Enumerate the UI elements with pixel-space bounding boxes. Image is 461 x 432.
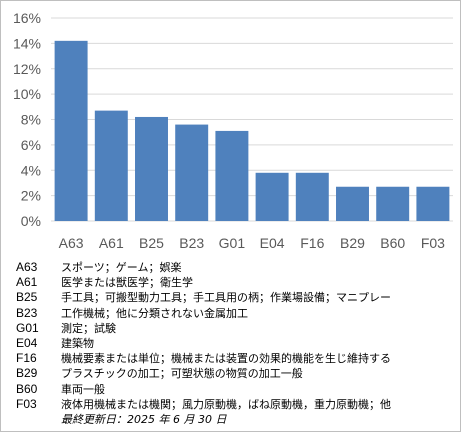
last-updated-text: 最終更新日：2025 年 6 月 30 日 bbox=[61, 413, 227, 427]
bar-b29 bbox=[336, 186, 369, 221]
y-tick-label: 2% bbox=[21, 188, 41, 204]
y-tick-label: 0% bbox=[21, 213, 41, 229]
bar-b25 bbox=[135, 116, 168, 221]
bar-f16 bbox=[295, 172, 329, 221]
legend-row-a63: A63 スポーツ；ゲーム；娯楽 bbox=[16, 260, 456, 275]
legend-code: A63 bbox=[16, 260, 38, 274]
y-tick-label: 4% bbox=[21, 162, 41, 178]
x-tick-label-a61: A61 bbox=[99, 235, 124, 251]
legend-description: 医学または獣医学；衛生学 bbox=[61, 276, 193, 290]
legend-description: 建築物 bbox=[61, 337, 94, 351]
legend-row-b25: B25 手工具；可搬型動力工具；手工具用の柄；作業場設備；マニプレー bbox=[16, 290, 456, 305]
bar-e04 bbox=[255, 172, 289, 221]
legend-row-b29: B29 プラスチックの加工；可塑状態の物質の加工一般 bbox=[16, 366, 456, 381]
x-tick-label-b23: B23 bbox=[179, 235, 204, 251]
bars bbox=[54, 40, 450, 222]
y-tick-label: 12% bbox=[13, 61, 41, 77]
legend-row-b23: B23 工作機械；他に分類されない金属加工 bbox=[16, 306, 456, 321]
legend-code: B25 bbox=[16, 290, 38, 305]
x-tick-label-g01: G01 bbox=[219, 235, 246, 251]
legend-code: F03 bbox=[16, 396, 37, 411]
legend-code: F16 bbox=[16, 351, 37, 366]
y-tick-label: 8% bbox=[21, 112, 41, 128]
legend-row-e04: E04 建築物 bbox=[16, 336, 456, 351]
legend-description: スポーツ；ゲーム；娯楽 bbox=[61, 261, 182, 274]
y-axis-ticks: 0% 2% 4% 6% 8% 10% 12% 14% 16% bbox=[13, 10, 41, 229]
y-tick-label: 16% bbox=[13, 10, 41, 26]
x-tick-label-e04: E04 bbox=[260, 235, 285, 251]
bar-f03 bbox=[416, 186, 450, 221]
x-tick-label-f03: F03 bbox=[421, 235, 445, 251]
legend-description: 機械要素または単位；機械または装置の効果的機能を生じ維持する bbox=[61, 352, 391, 366]
legend-code: B29 bbox=[16, 366, 38, 381]
bar-chart: 0% 2% 4% 6% 8% 10% 12% 14% 16% A63 A61 B25 B23 G01 E0… bbox=[13, 10, 453, 251]
legend-description: プラスチックの加工；可塑状態の物質の加工一般 bbox=[61, 367, 303, 381]
legend-row-b60: B60 車両一般 bbox=[16, 382, 456, 397]
x-tick-label-b60: B60 bbox=[380, 235, 405, 251]
legend-code: B60 bbox=[16, 381, 38, 396]
legend-description: 測定；試験 bbox=[61, 321, 116, 335]
legend-row-f16: F16 機械要素または単位；機械または装置の効果的機能を生じ維持する bbox=[16, 351, 456, 366]
legend-row-a61: A61 医学または獣医学；衛生学 bbox=[16, 275, 456, 290]
y-tick-label: 6% bbox=[21, 137, 41, 153]
x-tick-label-f16: F16 bbox=[300, 235, 324, 251]
legend-code: A61 bbox=[16, 275, 38, 290]
bar-b23 bbox=[175, 124, 209, 221]
bar-g01 bbox=[215, 130, 249, 221]
legend-description: 液体用機械または機関；風力原動機，ばね原動機，重力原動機；他 bbox=[61, 397, 391, 411]
legend-code: B23 bbox=[16, 305, 38, 320]
y-tick-label: 10% bbox=[13, 86, 41, 102]
legend-code: E04 bbox=[16, 336, 38, 351]
x-tick-label-a63: A63 bbox=[59, 235, 84, 251]
bar-a61 bbox=[94, 110, 128, 221]
legend-description: 車両一般 bbox=[61, 382, 105, 396]
category-legend: A63 スポーツ；ゲーム；娯楽 A61 医学または獣医学；衛生学 B25 手工具；可搬型動… bbox=[16, 260, 456, 427]
y-tick-label: 14% bbox=[13, 35, 41, 51]
x-tick-label-b29: B29 bbox=[340, 235, 365, 251]
legend-code: G01 bbox=[16, 320, 39, 335]
bar-b60 bbox=[376, 186, 410, 221]
legend-description: 工作機械；他に分類されない金属加工 bbox=[61, 306, 248, 320]
bar-a63 bbox=[54, 40, 88, 222]
x-tick-label-b25: B25 bbox=[139, 235, 164, 251]
x-axis-ticks: A63 A61 B25 B23 G01 E04 F16 B29 B60 F03 bbox=[59, 235, 446, 251]
legend-description: 手工具；可搬型動力工具；手工具用の柄；作業場設備；マニプレー bbox=[61, 291, 391, 305]
legend-row-g01: G01 測定；試験 bbox=[16, 321, 456, 336]
legend-row-f03: F03 液体用機械または機関；風力原動機，ばね原動機，重力原動機；他 bbox=[16, 397, 456, 412]
